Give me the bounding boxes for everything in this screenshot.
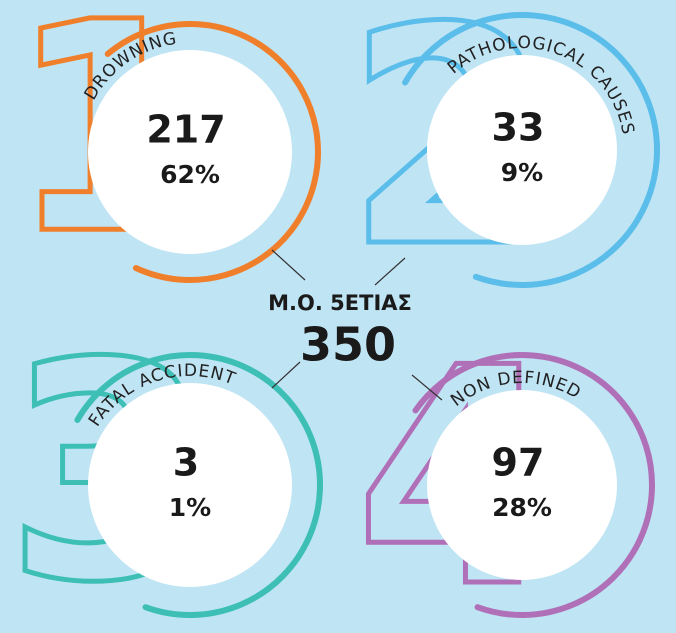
percent: 9% bbox=[501, 158, 543, 187]
percent: 28% bbox=[492, 493, 552, 522]
white-circle bbox=[427, 390, 617, 580]
ring bbox=[104, 21, 321, 283]
count: 3 bbox=[173, 441, 199, 485]
ring bbox=[402, 12, 660, 288]
ring bbox=[412, 352, 655, 618]
count: 217 bbox=[146, 108, 225, 152]
white-circle bbox=[88, 383, 292, 587]
white-circle bbox=[427, 55, 617, 245]
count: 33 bbox=[492, 106, 545, 150]
white-circle bbox=[88, 50, 292, 254]
count: 97 bbox=[492, 441, 545, 485]
cause-group: 1DROWNING21762% bbox=[6, 0, 321, 301]
connector bbox=[271, 361, 301, 389]
center-label: Μ.Ο. 5ΕΤΙΑΣ bbox=[268, 291, 412, 315]
percent: 62% bbox=[160, 160, 220, 189]
ring bbox=[74, 352, 323, 618]
connectors bbox=[271, 249, 443, 401]
connector bbox=[374, 257, 406, 286]
center-total: 350 bbox=[300, 318, 396, 372]
connector bbox=[411, 374, 443, 401]
connector bbox=[271, 249, 306, 281]
percent: 1% bbox=[169, 493, 211, 522]
